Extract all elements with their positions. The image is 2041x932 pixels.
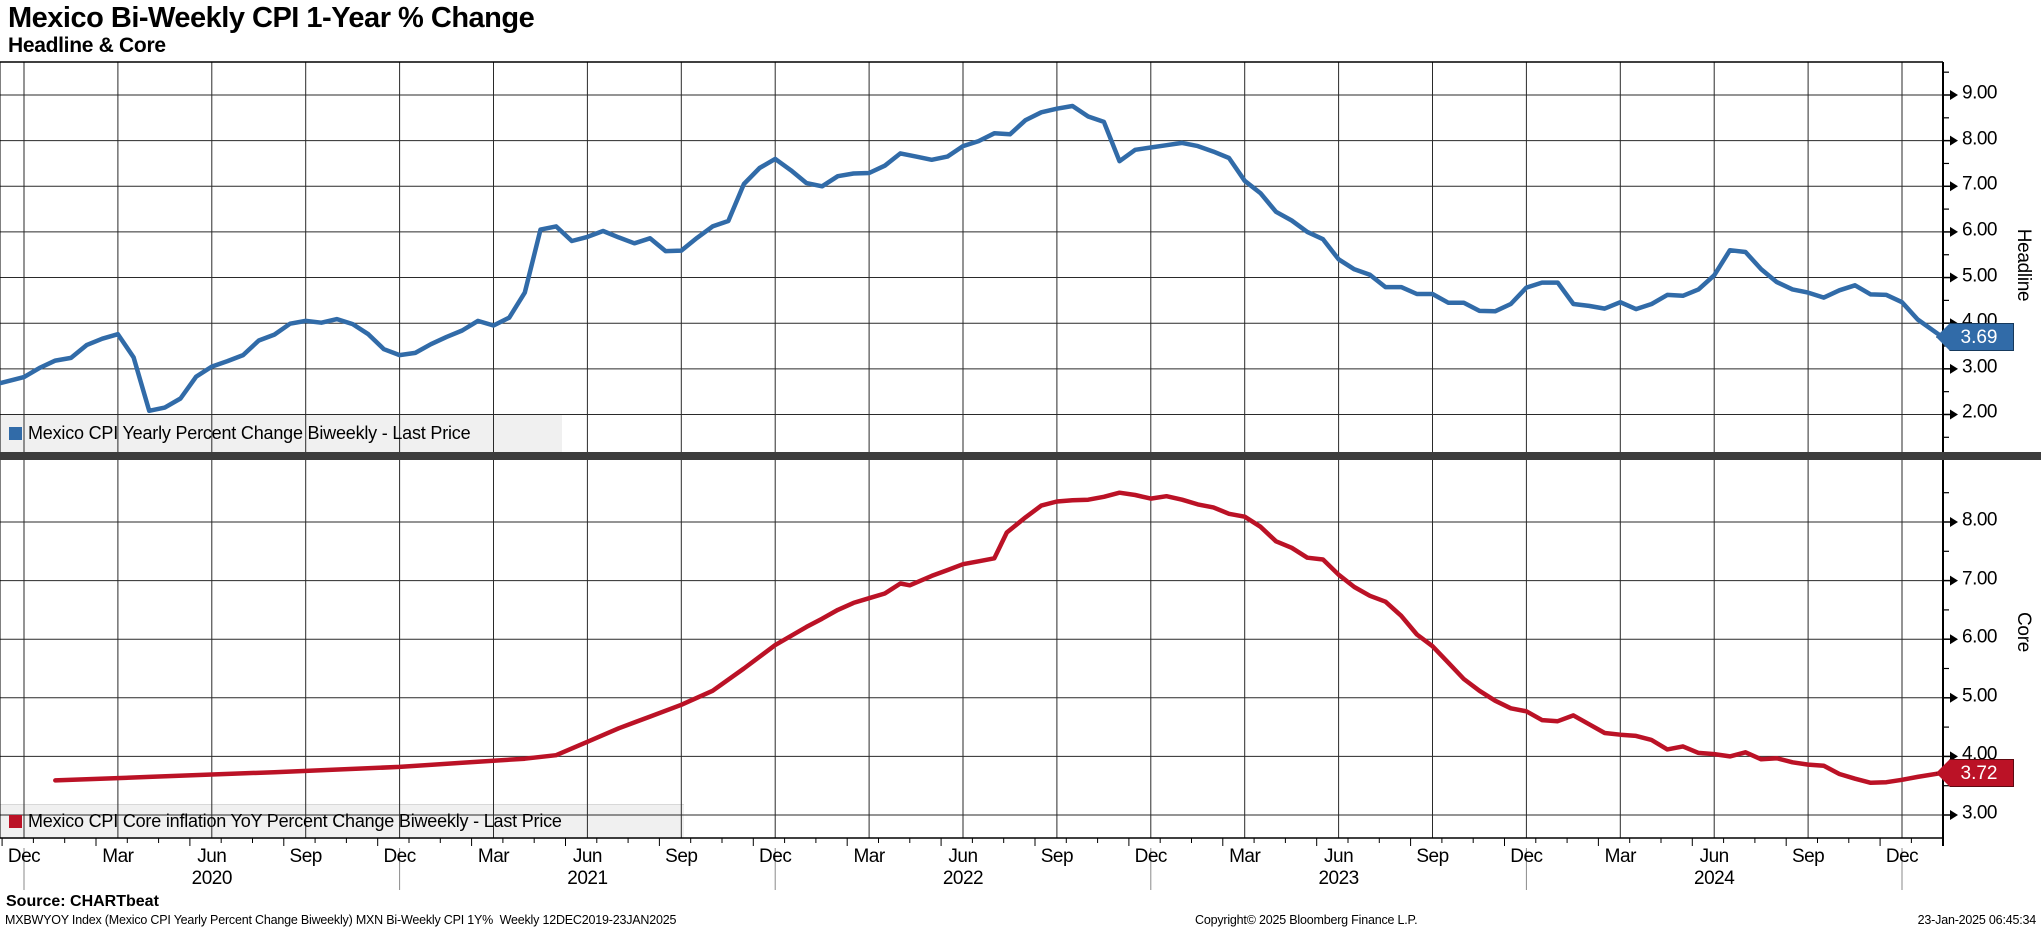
y-tick-arrow-icon: [1950, 517, 1958, 527]
core-axis-title: Core: [2013, 612, 2034, 652]
core-line-series: [53, 490, 1945, 786]
headline-line-series: [0, 103, 1945, 414]
y-tick-arrow-icon: [1950, 409, 1958, 420]
core-legend-swatch-icon: [9, 814, 22, 828]
legend-bg-headline: [0, 414, 562, 453]
y-tick-arrow-icon: [1950, 226, 1958, 237]
y-tick-arrow-icon: [1950, 810, 1958, 820]
legend-bg-core: [0, 804, 684, 839]
y-tick-arrow-icon: [1950, 634, 1958, 645]
footer-timestamp: 23-Jan-2025 06:45:34: [1917, 913, 2037, 927]
footer-fine-print: MXBWYOY Index (Mexico CPI Yearly Percent…: [5, 913, 677, 927]
y-tick-arrow-icon: [1950, 751, 1958, 762]
y-tick-arrow-icon: [1950, 363, 1958, 374]
legend-core-label: Mexico CPI Core inflation YoY Percent Ch…: [28, 810, 562, 831]
headline-last-price-badge: 3.69: [1936, 323, 2014, 351]
legend-core[interactable]: Mexico CPI Core inflation YoY Percent Ch…: [0, 804, 684, 838]
y-tick-arrow-icon: [1950, 272, 1958, 283]
page-subtitle: Headline & Core: [8, 34, 166, 57]
y-tick-arrow-icon: [1950, 135, 1958, 146]
legend-headline-label: Mexico CPI Yearly Percent Change Biweekl…: [28, 422, 471, 443]
panel-divider[interactable]: [0, 452, 2041, 460]
page-title: Mexico Bi-Weekly CPI 1-Year % Change: [8, 2, 535, 34]
core-last-price-badge: 3.72: [1936, 759, 2014, 787]
footer-copyright: Copyright© 2025 Bloomberg Finance L.P.: [1195, 913, 1418, 927]
y-tick-arrow-icon: [1950, 692, 1958, 703]
y-tick-arrow-icon: [1950, 575, 1958, 586]
y-tick-arrow-icon: [1950, 181, 1958, 192]
legend-headline[interactable]: Mexico CPI Yearly Percent Change Biweekl…: [0, 414, 562, 452]
footer-source: Source: CHARTbeat: [6, 893, 159, 910]
y-tick-arrow-icon: [1950, 90, 1958, 100]
headline-axis-title: Headline: [2013, 228, 2034, 302]
headline-legend-swatch-icon: [9, 426, 22, 440]
